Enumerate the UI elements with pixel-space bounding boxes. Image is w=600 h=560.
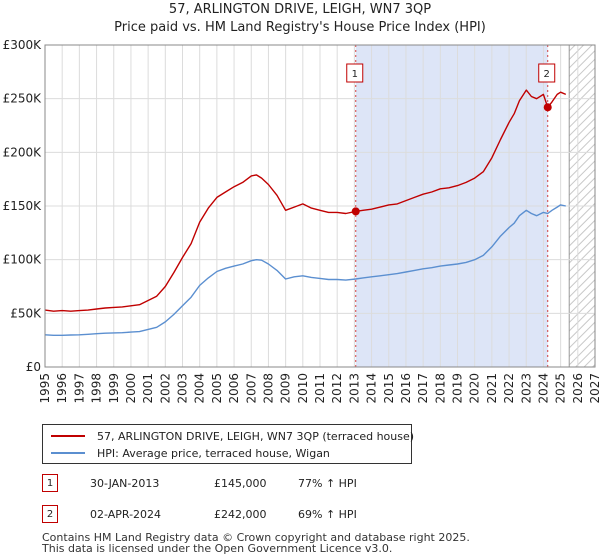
legend-swatch-property xyxy=(51,435,85,437)
x-tick-label: 2016 xyxy=(399,373,413,404)
y-tick-label: £300K xyxy=(3,38,43,52)
x-tick-label: 2003 xyxy=(176,373,190,404)
legend: 57, ARLINGTON DRIVE, LEIGH, WN7 3QP (ter… xyxy=(42,424,414,464)
x-tick-label: 2006 xyxy=(227,373,241,404)
x-tick-label: 2014 xyxy=(365,373,379,404)
sale-point xyxy=(351,207,360,216)
legend-label-hpi: HPI: Average price, terraced house, Wiga… xyxy=(97,446,330,460)
x-tick-label: 2019 xyxy=(451,373,465,404)
x-tick-label: 2020 xyxy=(468,373,482,404)
property-series-line xyxy=(44,89,567,312)
legend-item-property: 57, ARLINGTON DRIVE, LEIGH, WN7 3QP (ter… xyxy=(51,428,414,444)
y-tick-label: £150K xyxy=(3,199,43,213)
y-tick-label: £200K xyxy=(3,145,43,159)
x-tick-label: 2001 xyxy=(141,373,155,404)
plot-border xyxy=(44,44,596,368)
x-tick-label: 1999 xyxy=(107,373,121,404)
x-tick-label: 2002 xyxy=(158,373,172,404)
x-tick-label: 2000 xyxy=(124,373,138,404)
footer-copyright: Contains HM Land Registry data © Crown c… xyxy=(42,531,470,544)
transaction-date: 30-JAN-2013 xyxy=(90,477,160,490)
transaction-hpi-change: 69% ↑ HPI xyxy=(298,508,357,521)
x-tick-label: 2027 xyxy=(588,373,600,404)
x-tick-label: 2012 xyxy=(330,373,344,404)
x-tick-label: 2008 xyxy=(261,373,275,404)
legend-label-property: 57, ARLINGTON DRIVE, LEIGH, WN7 3QP (ter… xyxy=(97,429,415,443)
y-tick-label: £0 xyxy=(26,360,41,374)
x-tick-label: 1997 xyxy=(72,373,86,404)
transaction-badge: 2 xyxy=(42,505,58,523)
x-tick-label: 2017 xyxy=(416,373,430,404)
y-tick-label: £50K xyxy=(10,306,42,320)
x-tick-label: 2026 xyxy=(571,373,585,404)
x-tick-label: 2022 xyxy=(502,373,516,404)
transaction-price: £242,000 xyxy=(214,508,267,521)
hpi-series-line xyxy=(44,204,566,336)
transaction-hpi-change: 77% ↑ HPI xyxy=(298,477,357,490)
x-tick-label: 2007 xyxy=(244,373,258,404)
footer: Contains HM Land Registry data © Crown c… xyxy=(42,532,470,554)
footer-licence: This data is licensed under the Open Gov… xyxy=(42,542,393,555)
x-tick-label: 2005 xyxy=(210,373,224,404)
x-tick-label: 2018 xyxy=(433,373,447,404)
x-tick-label: 1995 xyxy=(38,373,52,404)
x-tick-label: 2011 xyxy=(313,373,327,404)
x-tick-label: 2015 xyxy=(382,373,396,404)
marker-label: 2 xyxy=(544,69,550,80)
marker-label-box xyxy=(538,63,556,83)
x-tick-label: 1998 xyxy=(90,373,104,404)
marker-label-box xyxy=(346,63,364,83)
sale-point xyxy=(543,103,552,112)
x-tick-label: 2024 xyxy=(536,373,550,404)
x-tick-label: 2004 xyxy=(193,373,207,404)
marker-label: 1 xyxy=(352,69,358,80)
transaction-price: £145,000 xyxy=(214,477,267,490)
x-tick-label: 2010 xyxy=(296,373,310,404)
legend-swatch-hpi xyxy=(51,452,85,454)
x-tick-label: 1996 xyxy=(55,373,69,404)
x-tick-label: 2025 xyxy=(554,373,568,404)
chart-title: 57, ARLINGTON DRIVE, LEIGH, WN7 3QP xyxy=(168,2,432,17)
x-tick-label: 2009 xyxy=(279,373,293,404)
y-tick-label: £100K xyxy=(3,253,43,267)
transaction-date: 02-APR-2024 xyxy=(90,508,162,521)
x-tick-label: 2021 xyxy=(485,373,499,404)
chart-subtitle: Price paid vs. HM Land Registry's House … xyxy=(114,20,486,35)
transaction-badge: 1 xyxy=(42,474,58,492)
x-tick-label: 2013 xyxy=(347,373,361,404)
y-tick-label: £250K xyxy=(3,92,43,106)
legend-item-hpi: HPI: Average price, terraced house, Wiga… xyxy=(51,445,330,461)
x-tick-label: 2023 xyxy=(519,373,533,404)
